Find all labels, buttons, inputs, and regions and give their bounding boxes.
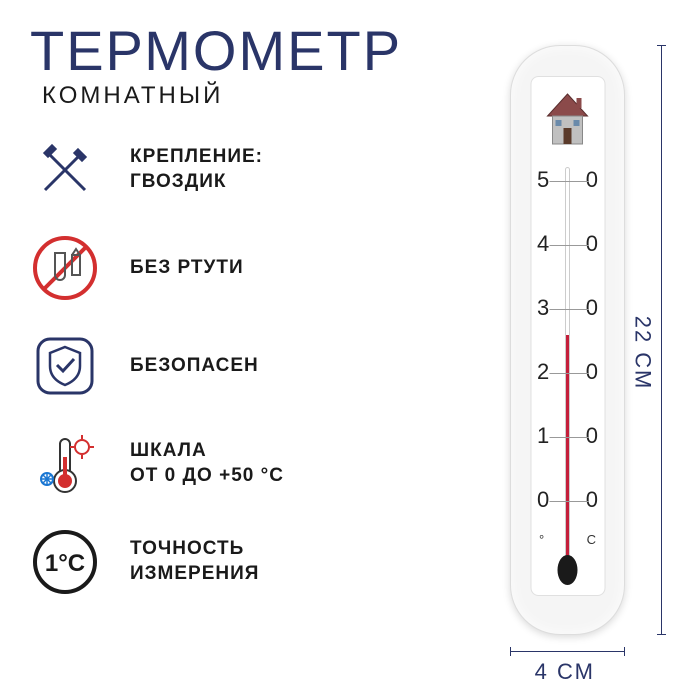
dim-cap [657,45,666,46]
dim-cap [657,634,666,635]
feature-item: БЕЗОПАСЕН [30,331,284,401]
precision-icon: 1°C [30,527,100,597]
celsius-label: C [587,532,596,547]
svg-text:1°C: 1°C [45,550,85,577]
dim-cap [510,647,511,656]
dimension-width: 4 СМ [535,659,595,685]
dimension-height: 22 СМ [630,316,656,391]
nails-icon [30,135,100,205]
product-subtitle: КОМНАТНЫЙ [42,82,223,110]
feature-item: 1°C ТОЧНОСТЬ ИЗМЕРЕНИЯ [30,527,284,597]
dim-height-line [661,45,662,635]
no-mercury-icon [30,233,100,303]
thermometer-range-icon [30,429,100,499]
feature-item: КРЕПЛЕНИЕ: ГВОЗДИК [30,135,284,205]
product-image: 50 40 30 20 10 00 ° C [510,45,625,635]
degree-symbol: ° [539,532,544,547]
thermo-scale: 50 40 30 20 10 00 [531,167,604,517]
shield-icon [30,331,100,401]
feature-label: БЕЗОПАСЕН [130,354,259,379]
product-title: ТЕРМОМЕТР [30,18,402,83]
feature-label: КРЕПЛЕНИЕ: ГВОЗДИК [130,145,263,194]
feature-item: ШКАЛА ОТ 0 ДО +50 °C [30,429,284,499]
dim-width-line [510,651,625,652]
feature-list: КРЕПЛЕНИЕ: ГВОЗДИК БЕЗ РТУТИ БЕЗОПАСЕН [30,135,284,625]
house-icon [543,92,593,147]
feature-label: ТОЧНОСТЬ ИЗМЕРЕНИЯ [130,537,259,586]
feature-label: ШКАЛА ОТ 0 ДО +50 °C [130,439,284,488]
feature-label: БЕЗ РТУТИ [130,256,244,281]
thermo-bulb [558,555,578,585]
dim-cap [624,647,625,656]
feature-item: БЕЗ РТУТИ [30,233,284,303]
thermo-face: 50 40 30 20 10 00 ° C [530,76,605,596]
